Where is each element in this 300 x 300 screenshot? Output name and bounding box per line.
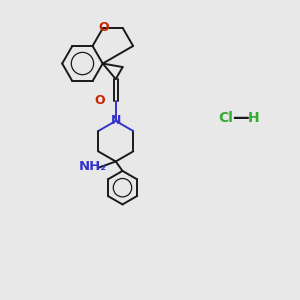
Text: Cl: Cl [218, 111, 233, 124]
Text: —: — [232, 109, 249, 127]
Text: N: N [111, 114, 121, 128]
Text: O: O [99, 21, 110, 34]
Text: NH₂: NH₂ [79, 160, 107, 173]
Text: H: H [248, 111, 260, 124]
Text: O: O [94, 94, 105, 107]
